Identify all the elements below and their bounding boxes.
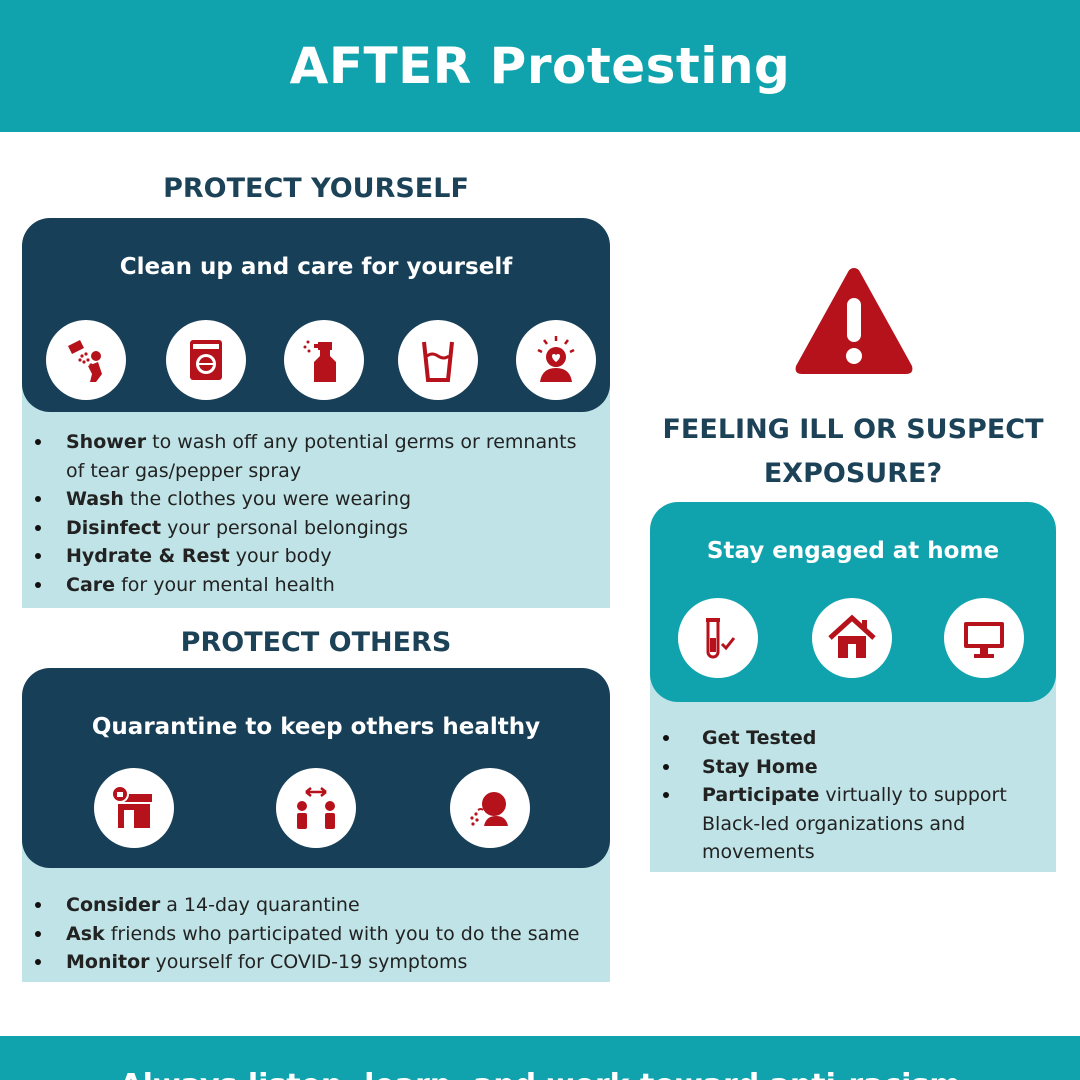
closed-store-icon xyxy=(94,768,174,848)
protect-others-list: Consider a 14-day quarantine Ask friends… xyxy=(22,891,602,977)
monitor-icon xyxy=(944,598,1024,678)
list-item: Disinfect your personal belongings xyxy=(22,514,582,543)
illness-heading-line1: FEELING ILL OR SUSPECT xyxy=(662,414,1044,445)
illness-list: Get Tested Stay Home Participate virtual… xyxy=(650,724,1020,867)
list-item: Stay Home xyxy=(650,753,1020,782)
social-distance-icon xyxy=(276,768,356,848)
footer-text: Always listen, learn, and work toward an… xyxy=(0,1068,1080,1080)
illness-panel: Stay engaged at home xyxy=(650,502,1056,702)
list-item: Shower to wash off any potential germs o… xyxy=(22,428,582,485)
test-tube-icon xyxy=(678,598,758,678)
protect-yourself-list: Shower to wash off any potential germs o… xyxy=(22,428,582,599)
illness-heading-line2: EXPOSURE? xyxy=(763,458,943,489)
protect-yourself-panel: Clean up and care for yourself xyxy=(22,218,610,412)
protect-yourself-panel-title: Clean up and care for yourself xyxy=(119,254,513,280)
page-title: AFTER Protesting xyxy=(289,37,791,95)
protect-yourself-heading: PROTECT YOURSELF xyxy=(163,173,469,204)
list-item: Ask friends who participated with you to… xyxy=(22,920,602,949)
warning-icon xyxy=(795,268,913,374)
list-item: Care for your mental health xyxy=(22,571,582,600)
water-glass-icon xyxy=(398,320,478,400)
illness-heading: FEELING ILL OR SUSPECT EXPOSURE? xyxy=(650,408,1056,496)
shower-icon xyxy=(46,320,126,400)
list-item: Consider a 14-day quarantine xyxy=(22,891,602,920)
header-banner: AFTER Protesting xyxy=(0,0,1080,132)
protect-others-panel: Quarantine to keep others healthy xyxy=(22,668,610,868)
list-item: Monitor yourself for COVID-19 symptoms xyxy=(22,948,602,977)
footer-banner: Always listen, learn, and work toward an… xyxy=(0,1036,1080,1080)
washing-machine-icon xyxy=(166,320,246,400)
list-item: Hydrate & Rest your body xyxy=(22,542,582,571)
illness-list-panel xyxy=(650,670,1056,872)
sick-person-icon xyxy=(450,768,530,848)
list-item: Get Tested xyxy=(650,724,1020,753)
spray-bottle-icon xyxy=(284,320,364,400)
illness-panel-title: Stay engaged at home xyxy=(706,538,1000,564)
protect-yourself-list-panel xyxy=(22,380,610,608)
mental-health-icon xyxy=(516,320,596,400)
protect-others-panel-title: Quarantine to keep others healthy xyxy=(91,714,541,740)
list-item: Wash the clothes you were wearing xyxy=(22,485,582,514)
list-item: Participate virtually to support Black-l… xyxy=(650,781,1020,867)
house-icon xyxy=(812,598,892,678)
protect-others-heading: PROTECT OTHERS xyxy=(180,627,452,658)
